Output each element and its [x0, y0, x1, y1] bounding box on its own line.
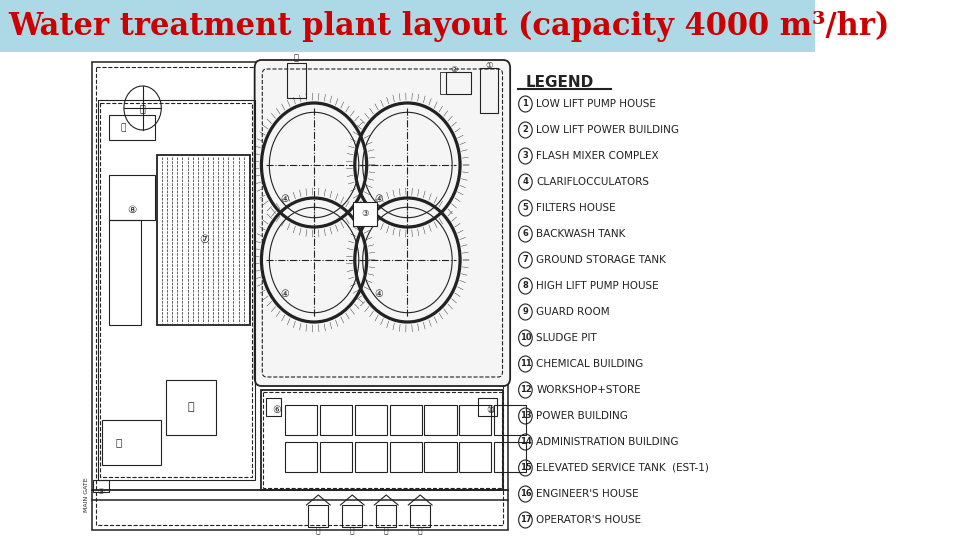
Text: ⑱: ⑱: [418, 526, 422, 536]
Text: ELEVATED SERVICE TANK  (EST-1): ELEVATED SERVICE TANK (EST-1): [537, 463, 709, 473]
Text: CLARIFLOCCULATORS: CLARIFLOCCULATORS: [537, 177, 650, 187]
Text: FLASH MIXER COMPLEX: FLASH MIXER COMPLEX: [537, 151, 660, 161]
Bar: [261, 390, 503, 490]
Text: POWER BUILDING: POWER BUILDING: [537, 411, 629, 421]
Text: 3: 3: [522, 152, 528, 160]
Text: ⑩: ⑩: [487, 405, 495, 415]
Text: ⑭: ⑭: [116, 437, 122, 447]
Bar: [285, 442, 318, 472]
Bar: [165, 380, 216, 435]
Text: 7: 7: [522, 255, 528, 265]
Text: HIGH LIFT PUMP HOUSE: HIGH LIFT PUMP HOUSE: [537, 281, 660, 291]
Text: 11: 11: [519, 360, 531, 368]
Bar: [91, 62, 508, 530]
Bar: [355, 405, 387, 435]
Bar: [410, 505, 430, 527]
Text: ⑦: ⑦: [199, 235, 208, 245]
Text: 14: 14: [519, 437, 531, 447]
Text: ⑨: ⑨: [98, 488, 105, 496]
Text: WORKSHOP+STORE: WORKSHOP+STORE: [537, 385, 641, 395]
Bar: [355, 442, 387, 472]
Bar: [390, 405, 421, 435]
Bar: [100, 103, 252, 477]
Text: 5: 5: [522, 204, 528, 213]
Text: ⑰: ⑰: [316, 526, 321, 536]
Text: ④: ④: [280, 194, 290, 204]
Bar: [376, 505, 396, 527]
Text: 1: 1: [522, 99, 528, 109]
Text: ①: ①: [485, 60, 492, 70]
Bar: [390, 442, 421, 472]
Bar: [263, 392, 502, 488]
Text: ⑪: ⑪: [294, 53, 299, 63]
Bar: [287, 63, 305, 98]
Bar: [157, 155, 251, 325]
Bar: [108, 115, 156, 140]
Text: 16: 16: [519, 489, 531, 498]
Text: ⑰: ⑰: [350, 526, 354, 536]
Text: Water treatment plant layout (capacity 4000 m³/hr): Water treatment plant layout (capacity 4…: [9, 10, 890, 42]
FancyBboxPatch shape: [254, 60, 510, 386]
Bar: [308, 505, 328, 527]
Text: GUARD ROOM: GUARD ROOM: [537, 307, 611, 317]
Bar: [96, 67, 503, 525]
Text: ⑬: ⑬: [120, 124, 126, 132]
Bar: [494, 442, 526, 472]
Bar: [98, 100, 254, 480]
Text: ②: ②: [450, 64, 458, 73]
Text: CHEMICAL BUILDING: CHEMICAL BUILDING: [537, 359, 644, 369]
Bar: [320, 442, 352, 472]
Text: ADMINISTRATION BUILDING: ADMINISTRATION BUILDING: [537, 437, 679, 447]
Text: ③: ③: [361, 210, 369, 219]
Text: ENGINEER'S HOUSE: ENGINEER'S HOUSE: [537, 489, 639, 499]
Bar: [478, 398, 496, 416]
Bar: [440, 72, 446, 94]
Text: OPERATOR'S HOUSE: OPERATOR'S HOUSE: [537, 515, 641, 525]
Text: ⑮: ⑮: [139, 103, 146, 113]
Text: 13: 13: [519, 411, 531, 421]
Text: ⑥: ⑥: [273, 405, 281, 415]
Bar: [459, 405, 492, 435]
Text: MAIN GATE: MAIN GATE: [84, 478, 89, 512]
Text: 15: 15: [519, 463, 531, 472]
Text: ④: ④: [374, 194, 383, 204]
Text: GROUND STORAGE TANK: GROUND STORAGE TANK: [537, 255, 666, 265]
Bar: [445, 72, 471, 94]
Text: ⑫: ⑫: [187, 402, 194, 412]
Text: ④: ④: [374, 289, 383, 299]
Text: LOW LIFT POWER BUILDING: LOW LIFT POWER BUILDING: [537, 125, 680, 135]
Bar: [266, 398, 281, 416]
Text: FILTERS HOUSE: FILTERS HOUSE: [537, 203, 616, 213]
Text: ④: ④: [280, 289, 290, 299]
Text: ⑰: ⑰: [384, 526, 389, 536]
Bar: [342, 505, 363, 527]
Bar: [424, 442, 457, 472]
Text: 4: 4: [522, 178, 528, 186]
Bar: [494, 405, 526, 435]
Text: ⑧: ⑧: [127, 205, 136, 215]
Bar: [93, 480, 108, 492]
Bar: [285, 405, 318, 435]
Bar: [480, 68, 498, 113]
Bar: [102, 420, 161, 465]
FancyBboxPatch shape: [0, 0, 815, 52]
Bar: [459, 442, 492, 472]
Text: 2: 2: [522, 125, 528, 134]
Bar: [424, 405, 457, 435]
Text: 6: 6: [522, 230, 528, 239]
Bar: [320, 405, 352, 435]
Text: 10: 10: [519, 334, 531, 342]
Bar: [353, 202, 377, 226]
Text: 12: 12: [519, 386, 531, 395]
Text: BACKWASH TANK: BACKWASH TANK: [537, 229, 626, 239]
Text: SLUDGE PIT: SLUDGE PIT: [537, 333, 597, 343]
Text: 9: 9: [522, 307, 528, 316]
Text: 8: 8: [522, 281, 528, 291]
Text: LOW LIFT PUMP HOUSE: LOW LIFT PUMP HOUSE: [537, 99, 657, 109]
Bar: [108, 175, 156, 220]
Text: 17: 17: [519, 516, 531, 524]
Bar: [108, 220, 141, 325]
Text: LEGEND: LEGEND: [526, 75, 594, 90]
